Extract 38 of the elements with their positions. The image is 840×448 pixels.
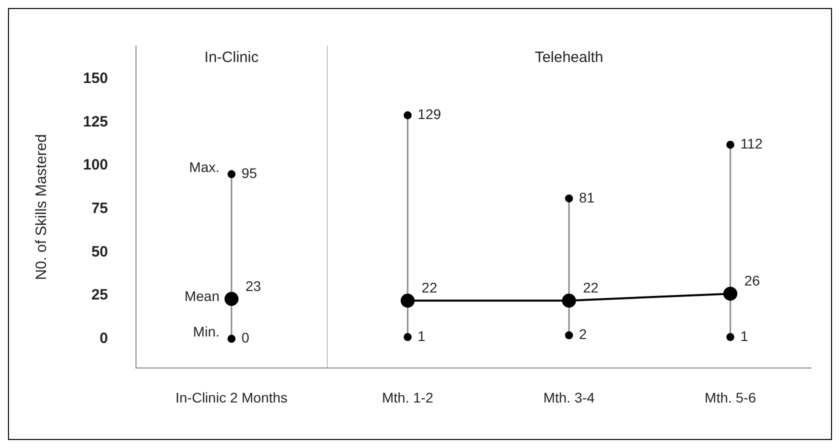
data-label: 81: [579, 189, 595, 206]
y-tick-label: 125: [82, 113, 108, 130]
series-label: Max.: [189, 159, 220, 176]
x-tick-label: In-Clinic 2 Months: [175, 389, 288, 406]
data-label: 2: [579, 326, 587, 342]
data-label: 129: [418, 106, 442, 122]
chart-title: Telehealth: [534, 49, 604, 66]
x-tick-label: Mth. 3-4: [543, 389, 595, 406]
data-label: 95: [242, 165, 258, 182]
y-tick-label: 75: [91, 200, 108, 217]
y-tick-label: 0: [100, 330, 108, 347]
point: [726, 333, 734, 342]
point: [723, 286, 738, 301]
point: [400, 294, 415, 308]
data-label: 112: [740, 136, 763, 152]
y-axis-title: N0. of Skills Mastered: [33, 134, 50, 280]
y-tick-label: 25: [91, 286, 108, 304]
point: [565, 194, 573, 202]
data-label: 22: [422, 280, 438, 296]
point: [565, 331, 573, 340]
series-label: Min.: [193, 324, 220, 340]
point: [562, 294, 576, 308]
x-tick-label: Mth. 5-6: [704, 389, 756, 406]
data-label: 22: [583, 280, 599, 296]
y-tick-label: 50: [91, 243, 108, 260]
chart-title: In-Clinic: [204, 49, 260, 66]
data-label: 26: [744, 272, 760, 289]
y-tick-label: 100: [82, 156, 108, 174]
data-label: 1: [740, 328, 748, 344]
data-label: 23: [246, 278, 262, 294]
series-label: Mean: [184, 288, 220, 304]
point: [404, 111, 412, 120]
y-tick-label: 150: [82, 70, 108, 88]
point: [404, 333, 412, 342]
data-label: 0: [242, 330, 250, 346]
data-label: 1: [418, 328, 426, 344]
point: [726, 140, 734, 149]
x-tick-label: Mth. 1-2: [382, 389, 434, 406]
